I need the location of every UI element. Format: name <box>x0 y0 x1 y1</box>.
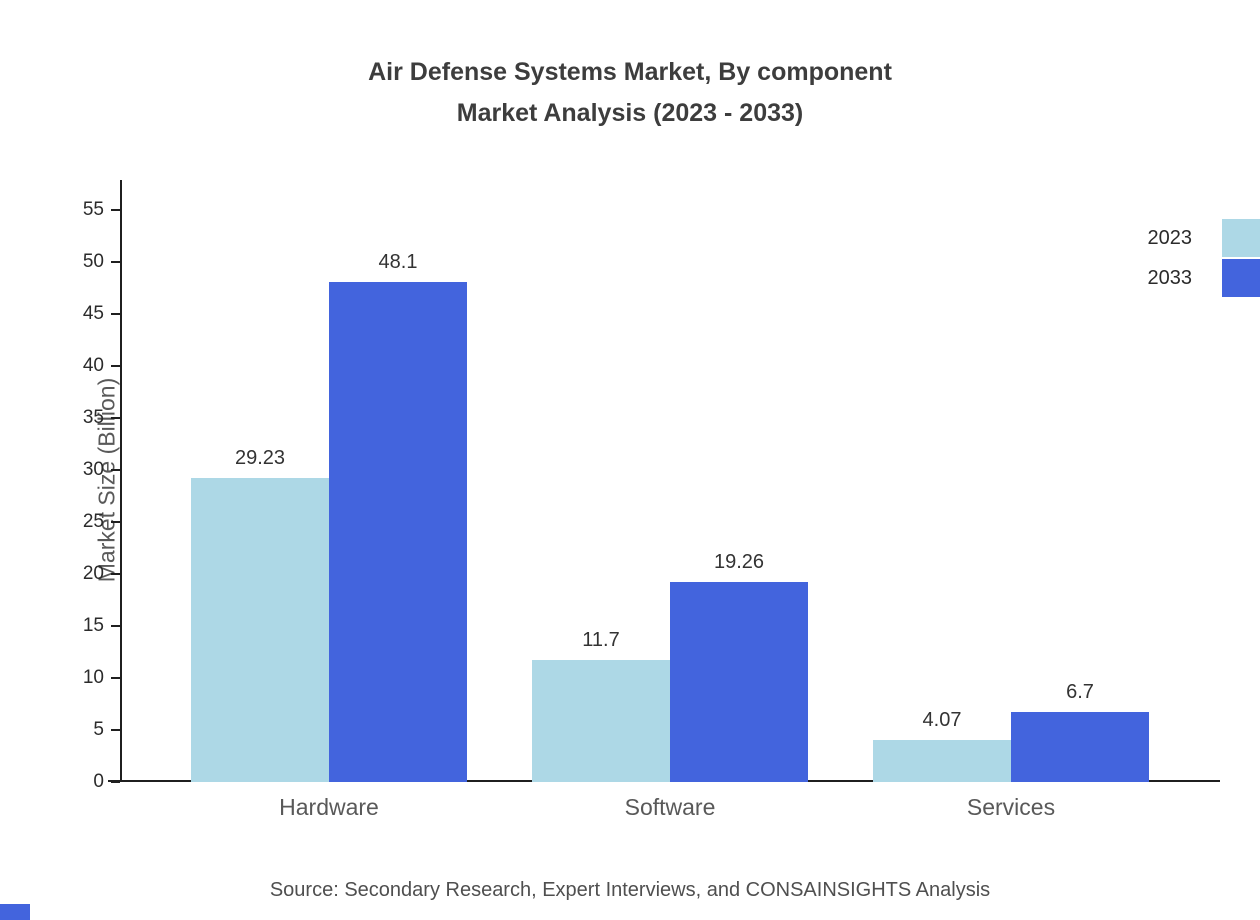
bar-value-label: 6.7 <box>1066 681 1094 704</box>
y-tick-mark <box>111 625 120 627</box>
chart-legend: 2023 2033 <box>1148 218 1260 298</box>
legend-swatch <box>1222 259 1260 297</box>
chart-title-line1: Air Defense Systems Market, By component <box>368 58 892 86</box>
plot-area: 0 5 10 15 20 25 30 35 40 45 50 55 29.23 48.1 Hardware 1… <box>83 180 1220 820</box>
y-tick-mark <box>111 469 120 471</box>
bar-value-label: 4.07 <box>922 708 962 731</box>
bar-group-hardware: 29.23 48.1 <box>191 180 467 782</box>
y-tick-mark <box>111 417 120 419</box>
chart-title-line2: Market Analysis (2023 - 2033) <box>456 99 804 127</box>
legend-item-2023: 2023 <box>1148 218 1260 258</box>
legend-item-2033: 2033 <box>1148 258 1260 298</box>
y-tick-label: 10 <box>82 667 104 688</box>
y-tick-mark <box>111 365 120 367</box>
y-tick-mark <box>111 261 120 263</box>
y-tick-label: 50 <box>82 251 104 272</box>
y-tick-label: 0 <box>93 771 104 792</box>
bar-value-label: 48.1 <box>378 250 418 273</box>
bar-hardware-2033 <box>329 281 467 782</box>
bar-value-label: 11.7 <box>582 629 620 652</box>
bar-hardware-2023 <box>191 478 329 782</box>
legend-label: 2023 <box>1147 226 1193 249</box>
chart-title: Air Defense Systems Market, By component… <box>0 52 1260 134</box>
y-tick-label: 55 <box>82 199 104 220</box>
category-label-services: Services <box>966 794 1056 820</box>
source-note: Source: Secondary Research, Expert Inter… <box>269 879 991 901</box>
bar-software-2033 <box>670 581 808 782</box>
y-tick-label: 40 <box>82 355 104 376</box>
y-tick-label: 15 <box>82 615 104 636</box>
legend-label: 2033 <box>1147 266 1193 289</box>
y-tick-mark <box>111 521 120 523</box>
y-tick-label: 25 <box>82 511 104 532</box>
y-tick-mark <box>111 313 120 315</box>
y-axis-line <box>120 180 122 782</box>
y-tick-label: 45 <box>82 303 104 324</box>
bar-value-label: 29.23 <box>234 447 286 470</box>
bar-services-2023 <box>873 739 1011 782</box>
y-tick-mark <box>111 781 120 783</box>
bar-group-software: 11.7 19.26 <box>532 180 808 782</box>
y-tick-mark <box>111 209 120 211</box>
category-label-software: Software <box>624 794 716 820</box>
bar-services-2033 <box>1011 712 1149 782</box>
y-tick-label: 20 <box>82 563 104 584</box>
legend-swatch <box>1222 219 1260 257</box>
bar-group-services: 4.07 6.7 <box>873 180 1149 782</box>
bar-value-label: 19.26 <box>713 550 765 573</box>
y-tick-mark <box>111 677 120 679</box>
y-tick-mark <box>111 729 120 731</box>
corner-brand-mark <box>0 904 30 920</box>
category-label-hardware: Hardware <box>279 794 379 820</box>
y-tick-label: 35 <box>82 407 104 428</box>
y-tick-mark <box>111 573 120 575</box>
y-tick-label: 5 <box>93 719 104 740</box>
bar-software-2023 <box>532 660 670 782</box>
y-tick-label: 30 <box>82 459 104 480</box>
